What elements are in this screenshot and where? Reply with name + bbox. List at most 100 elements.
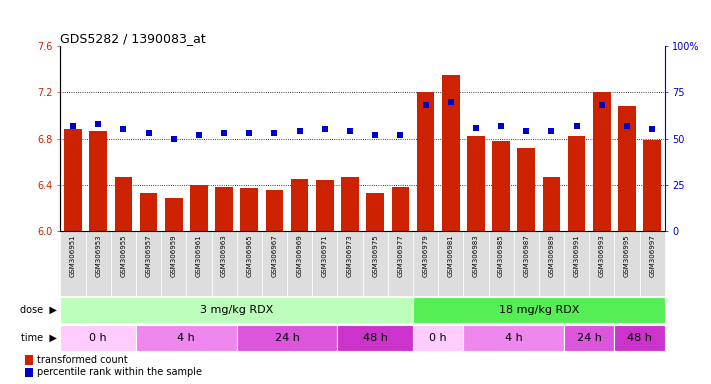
Bar — [25, 355, 33, 365]
Bar — [413, 231, 438, 296]
Bar — [212, 231, 237, 296]
Bar — [539, 231, 564, 296]
Bar — [237, 231, 262, 296]
Bar — [90, 131, 107, 231]
Point — [118, 126, 129, 132]
Point — [496, 122, 507, 129]
Text: 48 h: 48 h — [627, 333, 652, 343]
Text: GSM306983: GSM306983 — [473, 234, 479, 277]
Bar — [387, 231, 413, 296]
Bar — [614, 231, 640, 296]
Text: 3 mg/kg RDX: 3 mg/kg RDX — [200, 305, 273, 315]
Bar — [111, 231, 136, 296]
Text: GSM306993: GSM306993 — [599, 234, 605, 277]
Text: GSM306955: GSM306955 — [120, 234, 127, 277]
Text: GSM306953: GSM306953 — [95, 234, 101, 277]
Point — [218, 130, 230, 136]
Text: 24 h: 24 h — [577, 333, 602, 343]
Bar — [140, 193, 157, 231]
Point — [470, 124, 481, 131]
Text: GSM306985: GSM306985 — [498, 234, 504, 277]
Point — [168, 136, 179, 142]
Text: GSM306981: GSM306981 — [448, 234, 454, 277]
Bar — [316, 180, 333, 231]
Text: 18 mg/kg RDX: 18 mg/kg RDX — [498, 305, 579, 315]
Bar — [60, 326, 136, 351]
Bar — [438, 231, 464, 296]
Text: GSM306977: GSM306977 — [397, 234, 403, 277]
Text: GSM306961: GSM306961 — [196, 234, 202, 277]
Bar — [60, 298, 413, 323]
Bar — [291, 179, 309, 231]
Text: transformed count: transformed count — [37, 355, 128, 365]
Point — [294, 128, 305, 134]
Text: GSM306971: GSM306971 — [322, 234, 328, 277]
Point — [445, 99, 456, 105]
Bar — [492, 141, 510, 231]
Bar — [518, 148, 535, 231]
Bar — [262, 231, 287, 296]
Bar — [338, 326, 413, 351]
Point — [596, 102, 607, 108]
Bar — [488, 231, 514, 296]
Bar — [64, 129, 82, 231]
Text: GSM306997: GSM306997 — [649, 234, 656, 277]
Bar — [165, 198, 183, 231]
Bar — [564, 326, 614, 351]
Bar — [190, 185, 208, 231]
Bar — [341, 177, 359, 231]
Point — [68, 122, 79, 129]
Text: 24 h: 24 h — [274, 333, 299, 343]
Point — [395, 132, 406, 138]
Text: 0 h: 0 h — [429, 333, 447, 343]
Text: GSM306963: GSM306963 — [221, 234, 227, 277]
Text: 4 h: 4 h — [178, 333, 196, 343]
Text: GSM306969: GSM306969 — [296, 234, 303, 277]
Bar — [593, 93, 611, 231]
Bar — [643, 140, 661, 231]
Text: 0 h: 0 h — [90, 333, 107, 343]
Point — [520, 128, 532, 134]
Bar — [568, 136, 585, 231]
Bar — [266, 190, 283, 231]
Text: 4 h: 4 h — [505, 333, 523, 343]
Text: GSM306995: GSM306995 — [624, 234, 630, 277]
Bar — [240, 189, 258, 231]
Bar — [287, 231, 312, 296]
Bar — [136, 326, 237, 351]
Bar — [464, 326, 564, 351]
Text: GSM306975: GSM306975 — [372, 234, 378, 277]
Bar — [618, 106, 636, 231]
Text: GSM306959: GSM306959 — [171, 234, 177, 277]
Text: 48 h: 48 h — [363, 333, 387, 343]
Bar — [614, 326, 665, 351]
Bar — [237, 326, 338, 351]
Bar — [542, 177, 560, 231]
Text: GSM306987: GSM306987 — [523, 234, 529, 277]
Bar — [85, 231, 111, 296]
Point — [319, 126, 331, 132]
Bar — [186, 231, 212, 296]
Text: GDS5282 / 1390083_at: GDS5282 / 1390083_at — [60, 32, 206, 45]
Bar — [467, 136, 485, 231]
Point — [269, 130, 280, 136]
Bar — [564, 231, 589, 296]
Text: GSM306967: GSM306967 — [272, 234, 277, 277]
Point — [571, 122, 582, 129]
Point — [344, 128, 356, 134]
Point — [646, 126, 658, 132]
Text: GSM306991: GSM306991 — [574, 234, 579, 277]
Bar — [366, 193, 384, 231]
Text: percentile rank within the sample: percentile rank within the sample — [37, 367, 202, 377]
Bar — [312, 231, 338, 296]
Bar — [640, 231, 665, 296]
Bar — [338, 231, 363, 296]
Bar — [413, 326, 464, 351]
Point — [420, 102, 432, 108]
Bar — [464, 231, 488, 296]
Bar — [514, 231, 539, 296]
Point — [92, 121, 104, 127]
Text: time  ▶: time ▶ — [21, 333, 57, 343]
Text: GSM306951: GSM306951 — [70, 234, 76, 277]
Bar — [589, 231, 614, 296]
